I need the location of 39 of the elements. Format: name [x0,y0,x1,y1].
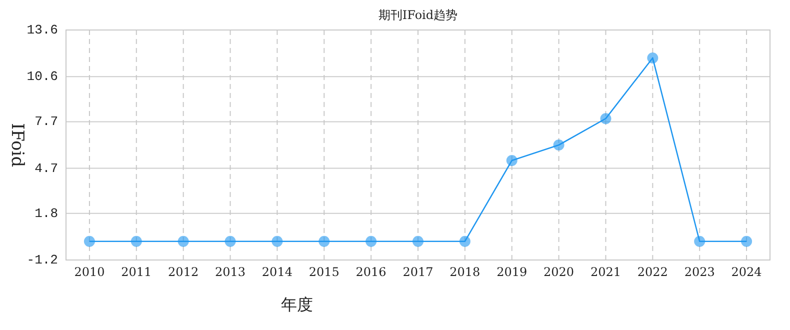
point [178,236,189,247]
point [318,236,330,247]
point [272,236,283,247]
y-tick-label: 13.6 [26,22,58,38]
y-tick-label: 1.8 [34,206,58,221]
x-tick-label: 2018 [450,265,480,279]
point [84,236,95,247]
x-tick-label: 2012 [168,265,199,279]
chart-title: 期刊IFoid趋势 [378,8,458,22]
point [647,52,658,64]
point [600,113,612,124]
x-tick-label: 2024 [731,265,762,279]
x-tick-label: 2011 [121,265,152,279]
x-tick-label: 2016 [356,265,386,279]
y-tick-label: 7.7 [34,114,58,130]
point [366,236,377,247]
point [741,236,752,247]
point [224,236,236,247]
point [412,236,424,247]
point [130,236,142,247]
x-tick-label: 2017 [402,265,434,279]
y-tick-label: 10.6 [26,69,58,84]
point [459,236,470,247]
point [506,155,518,166]
point [694,236,706,247]
x-tick-label: 2023 [684,265,715,279]
y-axis-title: IFoid [7,122,27,168]
point [553,140,564,150]
x-tick-label: 2015 [308,265,340,279]
y-tick-label: -1.2 [26,252,58,268]
x-axis-title: 年度 [281,295,313,314]
x-tick-label: 2021 [590,265,622,279]
x-tick-label: 2010 [74,265,105,279]
x-tick-label: 2022 [637,265,668,279]
x-tick-label: 2019 [496,265,528,279]
y-tick-label: 4.7 [34,160,58,176]
x-tick-label: 2013 [214,265,246,279]
x-tick-label: 2020 [544,265,574,279]
x-tick-label: 2014 [262,265,293,279]
